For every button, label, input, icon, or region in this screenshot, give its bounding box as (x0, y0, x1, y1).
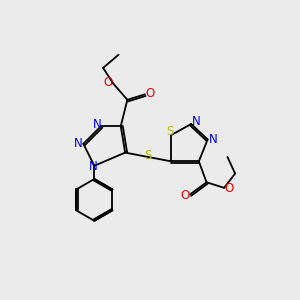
Text: N: N (192, 115, 200, 128)
Text: N: N (93, 118, 101, 131)
Text: S: S (167, 124, 174, 137)
Text: O: O (145, 87, 154, 100)
Text: O: O (224, 182, 234, 195)
Text: N: N (74, 137, 83, 150)
Text: N: N (209, 133, 218, 146)
Text: O: O (181, 189, 190, 202)
Text: S: S (145, 149, 152, 162)
Text: N: N (89, 160, 98, 173)
Text: O: O (103, 76, 113, 89)
